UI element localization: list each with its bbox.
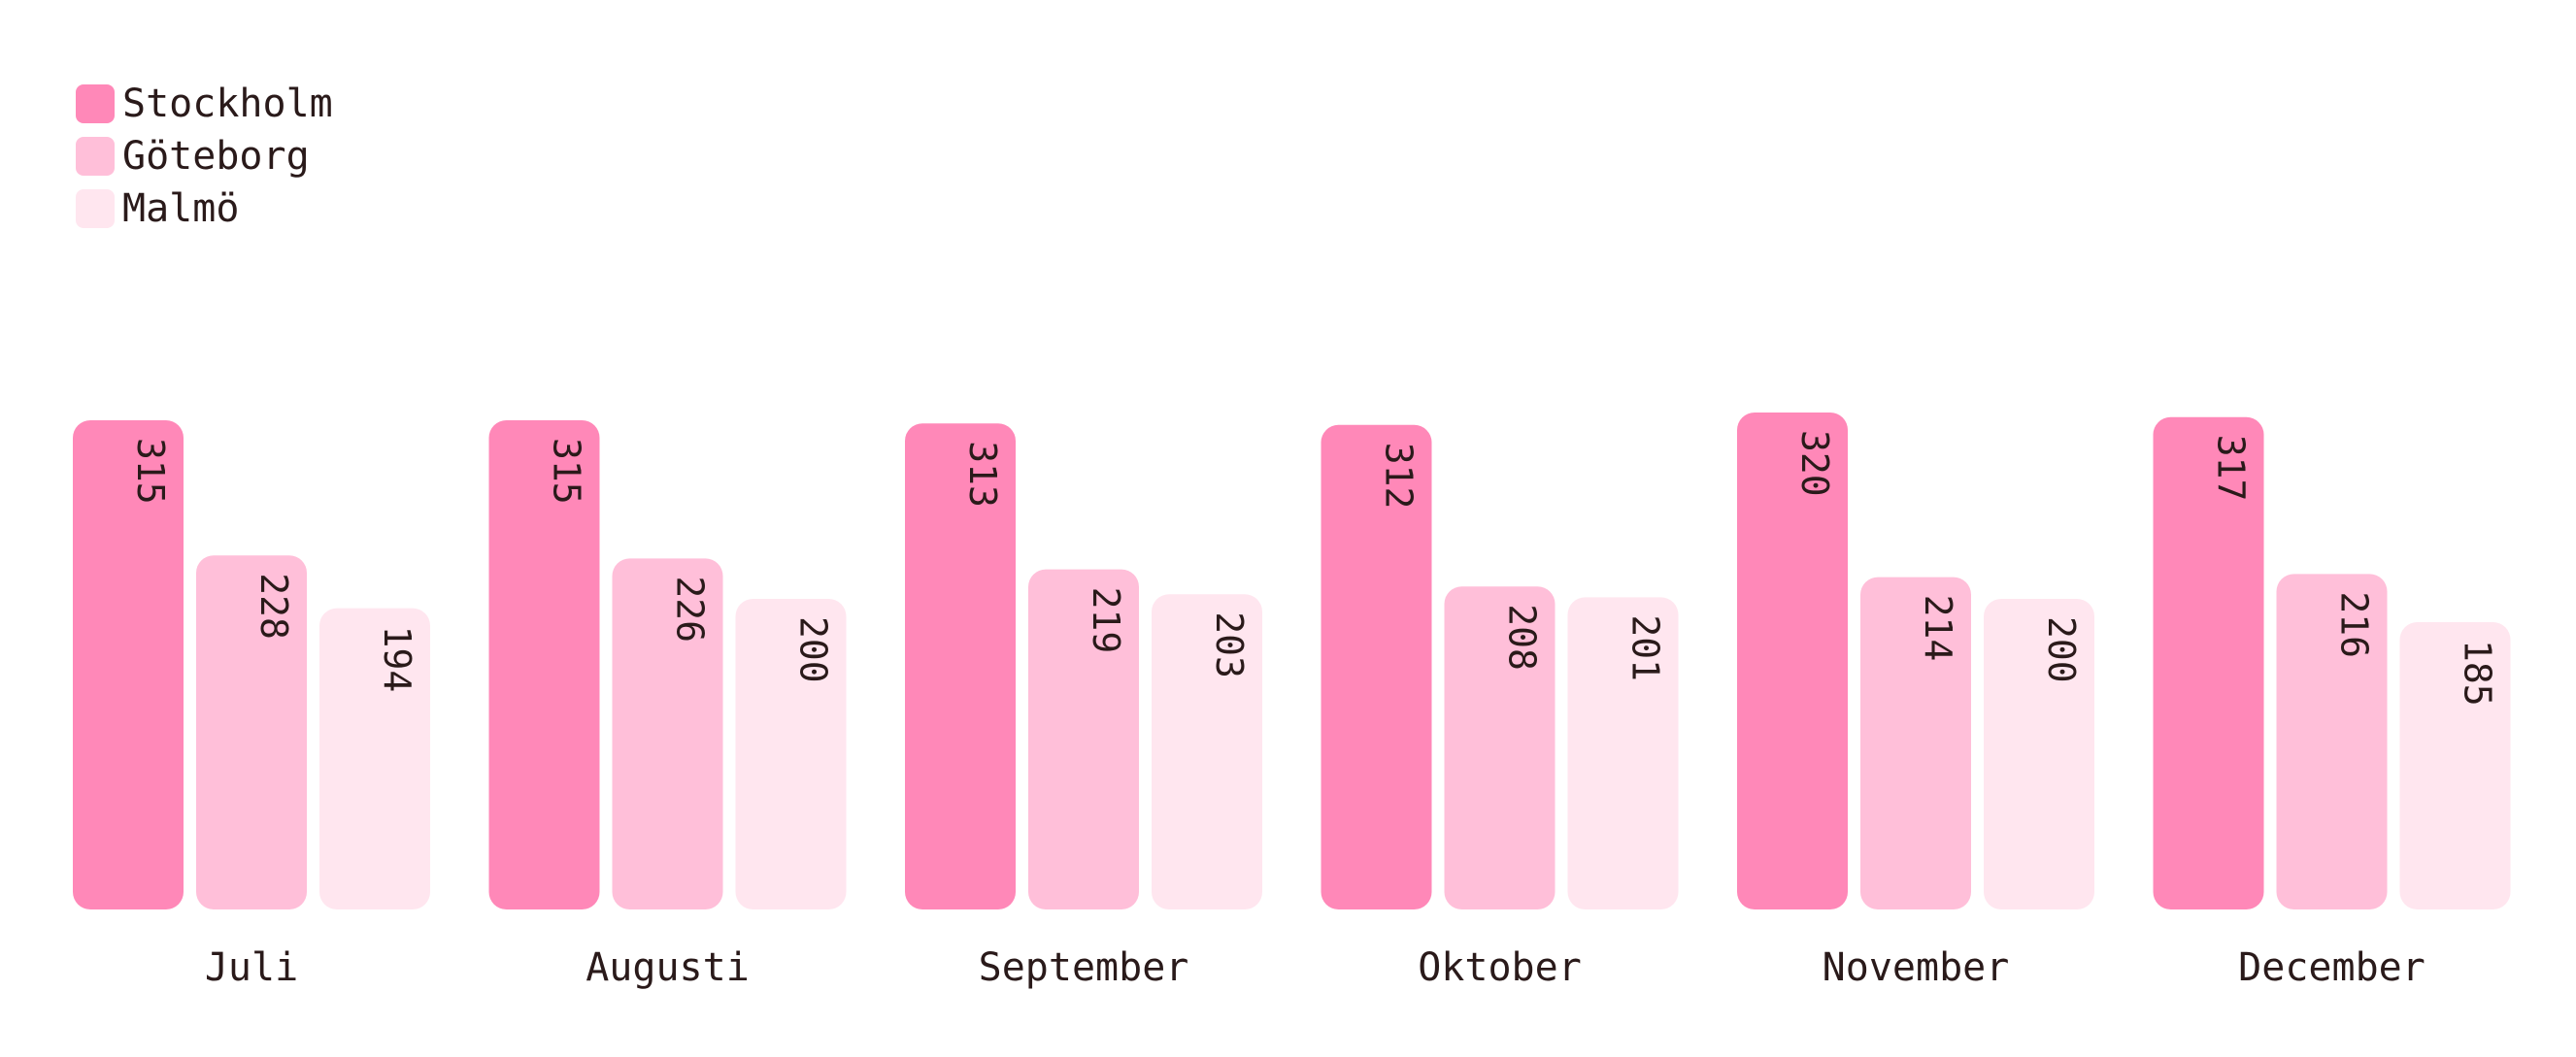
bar-goteborg-oktober — [1444, 586, 1556, 909]
value-label-malmo-juli: 194 — [376, 626, 418, 693]
bar-malmo-augusti — [735, 599, 847, 909]
legend-swatch-goteborg — [76, 137, 115, 176]
legend-label-malmo: Malmö — [122, 186, 240, 231]
legend-label-stockholm: Stockholm — [122, 82, 333, 126]
value-label-malmo-oktober: 201 — [1624, 614, 1667, 681]
bar-stockholm-september — [905, 423, 1016, 909]
bar-goteborg-september — [1028, 569, 1139, 909]
value-label-stockholm-oktober: 312 — [1378, 443, 1421, 510]
category-label-oktober: Oktober — [1418, 945, 1582, 990]
value-label-stockholm-december: 317 — [2210, 435, 2253, 502]
bar-stockholm-juli — [73, 420, 184, 909]
legend-item-goteborg: Göteborg — [76, 130, 333, 182]
category-label-september: September — [979, 945, 1189, 990]
value-label-malmo-september: 203 — [1208, 611, 1251, 678]
legend-item-stockholm: Stockholm — [76, 78, 333, 130]
category-label-november: November — [1823, 945, 2010, 990]
value-label-malmo-december: 185 — [2457, 640, 2499, 707]
value-label-goteborg-oktober: 208 — [1501, 604, 1544, 671]
bar-stockholm-augusti — [488, 420, 600, 909]
value-label-malmo-november: 200 — [2040, 616, 2083, 683]
value-label-malmo-augusti: 200 — [792, 616, 835, 683]
value-label-goteborg-augusti: 226 — [669, 576, 712, 643]
category-label-augusti: Augusti — [585, 945, 750, 990]
value-label-goteborg-december: 216 — [2333, 591, 2376, 658]
category-label-december: December — [2238, 945, 2425, 990]
value-label-stockholm-november: 320 — [1793, 430, 1836, 497]
bar-malmo-juli — [319, 608, 430, 909]
value-label-stockholm-augusti: 315 — [546, 438, 588, 505]
bar-malmo-oktober — [1567, 597, 1679, 909]
value-label-goteborg-november: 214 — [1917, 595, 1959, 662]
bar-goteborg-juli — [196, 555, 307, 909]
bar-goteborg-december — [2276, 574, 2388, 909]
value-label-goteborg-juli: 228 — [252, 573, 295, 640]
legend-label-goteborg: Göteborg — [122, 134, 310, 179]
legend-swatch-stockholm — [76, 84, 115, 123]
bar-malmo-december — [2399, 622, 2511, 909]
bar-stockholm-december — [2153, 416, 2264, 909]
bar-goteborg-augusti — [612, 558, 723, 909]
bar-stockholm-oktober — [1321, 424, 1432, 909]
bar-goteborg-november — [1860, 577, 1971, 909]
value-label-goteborg-september: 219 — [1085, 587, 1127, 654]
category-label-juli: Juli — [205, 945, 298, 990]
bar-malmo-november — [1984, 599, 2094, 909]
legend: Stockholm Göteborg Malmö — [76, 78, 333, 235]
bar-malmo-september — [1152, 594, 1262, 909]
legend-swatch-malmo — [76, 189, 115, 228]
legend-item-malmo: Malmö — [76, 182, 333, 235]
bar-stockholm-november — [1737, 413, 1848, 909]
value-label-stockholm-juli: 315 — [129, 438, 172, 505]
value-label-stockholm-september: 313 — [961, 441, 1004, 508]
